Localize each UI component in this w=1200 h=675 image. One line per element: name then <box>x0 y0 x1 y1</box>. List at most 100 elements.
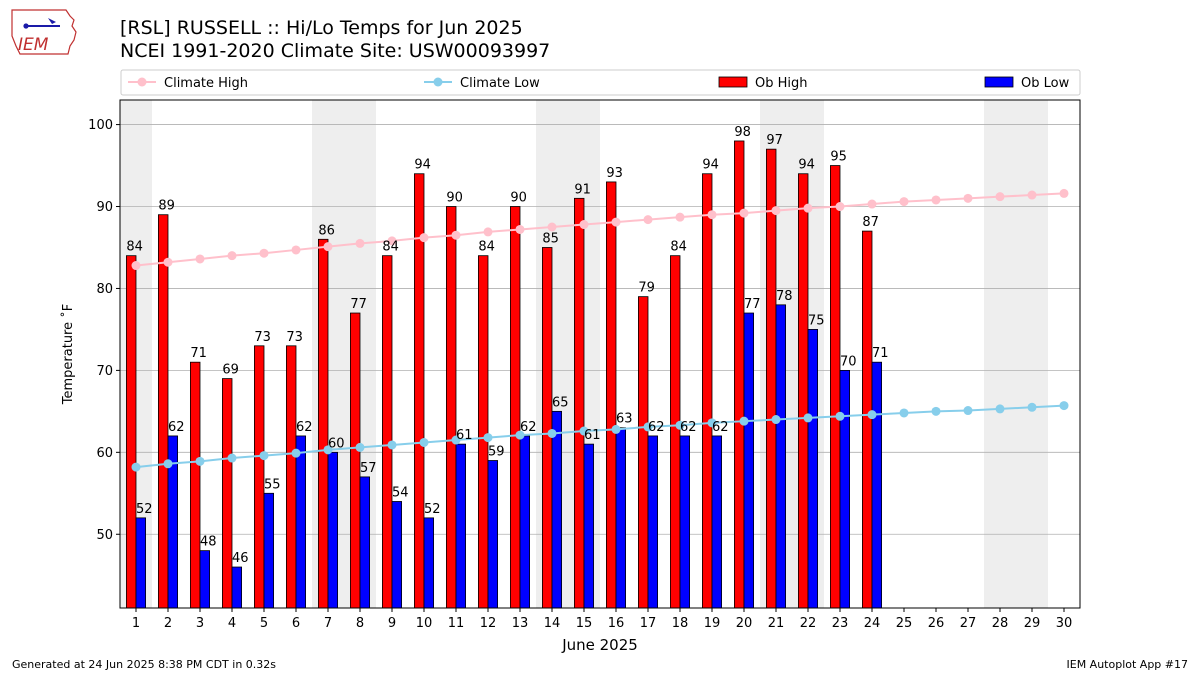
ob-high-label-day-9: 84 <box>382 240 399 255</box>
climate-high-line <box>135 192 1065 267</box>
ob-high-bar-day-24 <box>862 230 873 609</box>
climate-high-point-day-16 <box>611 217 621 227</box>
legend-box <box>120 69 1081 96</box>
ob-high-label-day-3: 71 <box>190 346 207 361</box>
ob-low-label-day-15: 61 <box>584 428 601 443</box>
legend: Climate High Climate Low Ob High Ob Low <box>120 69 1081 96</box>
iem-logo: IEM <box>8 6 80 58</box>
ob-high-label-day-7: 86 <box>318 223 335 238</box>
climate-high-point-day-9 <box>387 236 397 246</box>
ob-high-bar-day-13 <box>509 206 521 609</box>
ob-high-label-day-6: 73 <box>286 330 303 345</box>
climate-low-point-day-14 <box>547 428 557 438</box>
climate-high-point-day-23 <box>835 202 845 212</box>
x-tick-label-13: 13 <box>512 616 529 631</box>
ob-high-label-day-18: 84 <box>670 240 687 255</box>
climate-high-point-day-19 <box>707 210 717 220</box>
ob-high-bar-day-7 <box>317 238 329 609</box>
x-tick-label-8: 8 <box>356 616 364 631</box>
x-tick-label-24: 24 <box>864 616 881 631</box>
footer-app-id: IEM Autoplot App #17 <box>1066 658 1189 671</box>
ob-high-bars <box>126 140 873 609</box>
ob-high-bar-day-17 <box>638 296 649 609</box>
ob-low-label-day-8: 57 <box>360 461 377 476</box>
x-tick-label-1: 1 <box>132 616 140 631</box>
x-tick-label-21: 21 <box>768 616 785 631</box>
ob-high-bar-day-22 <box>798 173 809 609</box>
climate-high-point-day-28 <box>995 192 1005 202</box>
legend-ob-high-swatch <box>718 76 748 88</box>
x-tick-label-5: 5 <box>260 616 268 631</box>
ob-low-label-day-7: 60 <box>328 436 345 451</box>
climate-high-point-day-15 <box>579 220 589 230</box>
climate-high-point-day-30 <box>1059 188 1069 198</box>
climate-low-point-day-9 <box>387 440 397 450</box>
ob-low-bar-day-9 <box>391 501 403 609</box>
climate-high-point-day-22 <box>803 203 813 213</box>
y-tick-label-60: 60 <box>96 446 113 461</box>
x-tick-label-18: 18 <box>672 616 689 631</box>
ob-high-label-day-4: 69 <box>222 363 239 378</box>
ob-low-label-day-18: 62 <box>680 420 697 435</box>
x-tick-label-19: 19 <box>704 616 721 631</box>
y-axis: 50 60 70 80 90 100 <box>88 118 120 543</box>
ob-high-bar-day-18 <box>670 255 681 609</box>
legend-ob-high-label: Ob High <box>755 76 808 91</box>
climate-high-point-day-11 <box>451 230 461 240</box>
ob-low-bar-day-17 <box>647 435 659 609</box>
ob-low-bar-day-6 <box>295 435 307 609</box>
ob-low-bar-day-24 <box>871 361 883 609</box>
ob-high-label-day-2: 89 <box>158 199 175 214</box>
climate-lines <box>131 188 1069 472</box>
x-tick-label-15: 15 <box>576 616 593 631</box>
ob-low-label-day-17: 62 <box>648 420 665 435</box>
climate-low-point-day-7 <box>323 445 333 455</box>
ob-low-label-day-19: 62 <box>712 420 729 435</box>
climate-low-point-day-17 <box>643 422 653 432</box>
ob-high-bar-day-16 <box>606 181 617 609</box>
climate-high-point-day-25 <box>899 197 909 207</box>
ob-high-label-day-20: 98 <box>734 125 751 140</box>
x-tick-label-14: 14 <box>544 616 561 631</box>
ob-high-bar-day-3 <box>189 361 201 609</box>
climate-low-point-day-12 <box>483 433 493 443</box>
ob-low-label-day-2: 62 <box>168 420 185 435</box>
climate-high-point-day-10 <box>419 233 429 243</box>
y-tick-label-90: 90 <box>96 200 113 215</box>
climate-high-point-day-29 <box>1027 190 1037 200</box>
ob-low-bar-day-18 <box>679 435 691 609</box>
ob-high-label-day-1: 84 <box>126 240 143 255</box>
climate-high-point-day-26 <box>931 195 941 205</box>
y-tick-label-80: 80 <box>96 282 113 297</box>
climate-high-point-day-12 <box>483 227 493 237</box>
ob-high-bar-day-14 <box>542 247 553 609</box>
ob-low-label-day-24: 71 <box>872 346 889 361</box>
x-tick-label-16: 16 <box>608 616 625 631</box>
climate-low-point-day-19 <box>707 418 717 428</box>
chart-subtitle: NCEI 1991-2020 Climate Site: USW00093997 <box>120 40 551 62</box>
ob-high-label-day-24: 87 <box>862 215 879 230</box>
x-tick-label-27: 27 <box>960 616 977 631</box>
climate-low-point-day-4 <box>227 453 237 463</box>
ob-low-bar-day-8 <box>359 476 371 609</box>
x-tick-label-11: 11 <box>448 616 465 631</box>
ob-low-bar-day-7 <box>327 451 339 609</box>
legend-ob-low-swatch <box>984 76 1014 88</box>
ob-high-label-day-17: 79 <box>638 281 655 296</box>
climate-low-point-day-5 <box>259 451 269 461</box>
ob-high-label-day-11: 90 <box>446 191 463 206</box>
x-tick-label-3: 3 <box>196 616 204 631</box>
climate-low-point-day-3 <box>195 456 205 466</box>
ob-low-bar-day-4 <box>231 566 243 609</box>
logo-text: IEM <box>18 35 49 55</box>
x-tick-label-12: 12 <box>480 616 497 631</box>
ob-high-label-day-23: 95 <box>830 150 847 165</box>
climate-high-point-day-8 <box>355 238 365 248</box>
y-axis-label: Temperature ˚F <box>60 304 76 405</box>
x-tick-label-9: 9 <box>388 616 396 631</box>
ob-low-label-day-3: 48 <box>200 535 217 550</box>
ob-high-label-day-12: 84 <box>478 240 495 255</box>
ob-high-bar-day-9 <box>381 255 393 609</box>
ob-low-bar-day-22 <box>807 329 819 609</box>
x-axis: 1 2 3 4 5 6 7 8 9 10 11 12 13 14 15 16 17 18 19 20 21 22 23 24 2… <box>132 608 1072 631</box>
